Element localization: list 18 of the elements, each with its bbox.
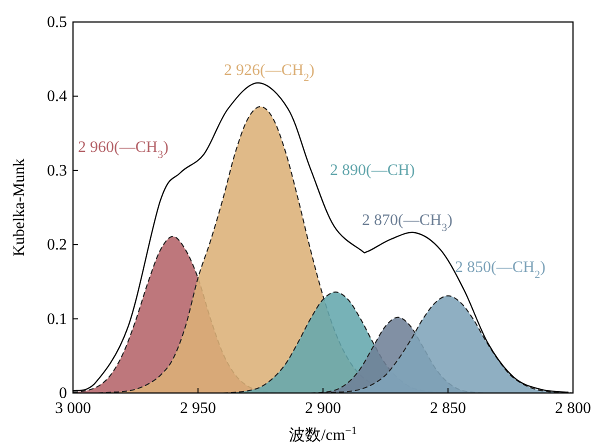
text: 2 960(—CH$_{3}$)	[78, 139, 168, 161]
text: 2 926(—CH$_{2}$)	[224, 62, 314, 84]
x-tick-label: 3 000	[55, 400, 91, 417]
x-axis-title: 波数/cm$^{−1}$	[289, 425, 357, 444]
x-tick-label: 2 900	[305, 400, 341, 417]
series-label: 2 850(—CH$_{2}$)	[455, 259, 546, 281]
text: 2 870(—CH$_{3}$)	[362, 212, 452, 234]
x-tick-label: 2 800	[555, 400, 591, 417]
y-tick-label: 0.3	[47, 162, 67, 180]
text: 2 890(—CH)	[330, 162, 415, 179]
y-tick-label: 0	[59, 385, 67, 402]
y-tick-label: 0.2	[47, 236, 67, 254]
y-tick-label: 0.1	[47, 310, 67, 328]
y-tick-label: 0.4	[47, 88, 67, 106]
y-axis-title: Kubelka-Munk	[11, 158, 28, 256]
x-tick-label: 2 950	[180, 400, 216, 417]
x-tick-label: 2 850	[430, 400, 466, 417]
y-tick-label: 0.5	[47, 14, 67, 31]
